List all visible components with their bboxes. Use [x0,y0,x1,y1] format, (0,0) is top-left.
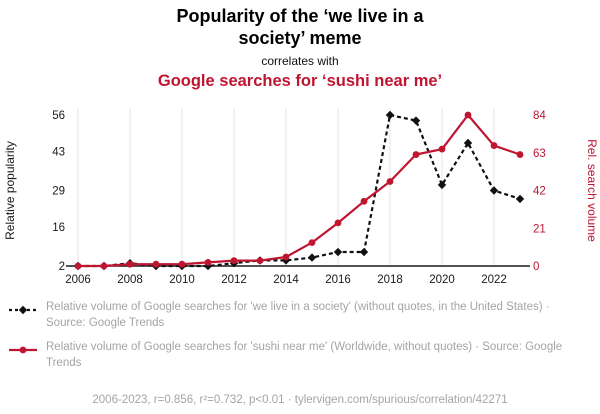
svg-text:63: 63 [533,148,546,160]
svg-text:2014: 2014 [273,274,299,286]
right-tick-labels: 0 21 42 63 84 [533,110,546,273]
svg-text:84: 84 [533,110,546,122]
series-we-live-in-a-society [73,110,525,271]
svg-text:2020: 2020 [429,274,455,286]
svg-text:2012: 2012 [221,274,247,286]
svg-text:2: 2 [59,261,65,273]
svg-text:21: 21 [533,223,546,235]
chart-title-secondary: Google searches for ‘sushi near me’ [157,71,443,90]
legend-label-sushi: Relative volume of Google searches for '… [46,341,563,369]
gridlines [77,108,495,266]
svg-text:2010: 2010 [169,274,195,286]
svg-text:2006: 2006 [65,274,91,286]
legend-label-meme: Relative volume of Google searches for '… [46,301,550,329]
stats-footer: 2006-2023, r=0.856, r²=0.732, p<0.01 · t… [92,394,508,406]
left-tick-labels: 2 16 29 43 56 [52,110,65,273]
right-axis-title: Rel. search volume [585,139,599,242]
svg-text:56: 56 [52,110,65,122]
svg-text:43: 43 [52,146,65,158]
svg-text:2016: 2016 [325,274,351,286]
x-tick-labels: 2006 2008 2010 2012 2014 2016 2018 2020 2022 [65,274,507,286]
svg-text:2008: 2008 [117,274,143,286]
legend-swatch-dashed-diamond-icon [9,305,37,315]
left-axis-title: Relative popularity [3,141,17,240]
legend-swatch-solid-circle-icon [9,346,37,354]
svg-text:29: 29 [52,186,65,198]
chart-legend: Relative volume of Google searches for '… [8,300,592,371]
svg-text:0: 0 [533,261,539,273]
chart-title-primary: Popularity of the ‘we live in a society’… [176,6,424,48]
svg-text:16: 16 [52,222,65,234]
legend-item-meme: Relative volume of Google searches for '… [8,300,592,331]
series-sushi-near-me [74,111,524,270]
svg-text:2022: 2022 [481,274,507,286]
chart-title-connector: correlates with [261,53,339,68]
chart-header: Popularity of the ‘we live in a society’… [0,6,600,91]
legend-item-sushi: Relative volume of Google searches for '… [8,340,592,371]
svg-text:42: 42 [533,186,546,198]
svg-text:2018: 2018 [377,274,403,286]
chart-svg: 2006 2008 2010 2012 2014 2016 2018 2020 20222162… [3,108,599,286]
